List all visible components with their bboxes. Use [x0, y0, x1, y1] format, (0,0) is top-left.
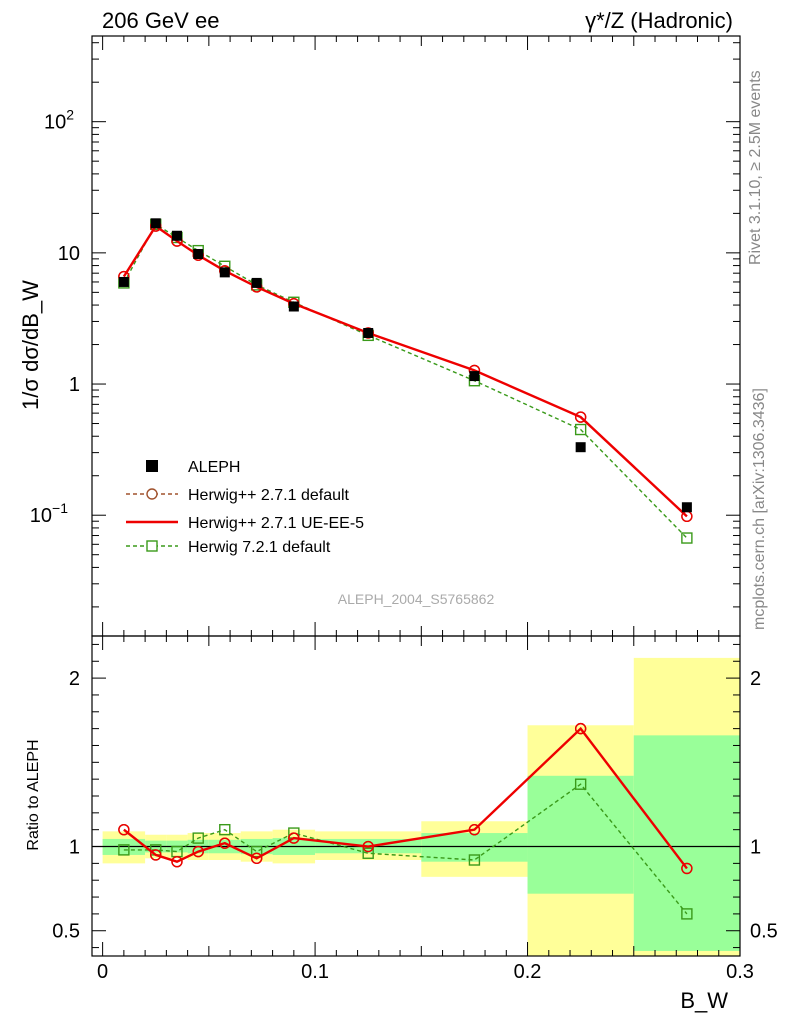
header-right: γ*/Z (Hadronic): [585, 8, 733, 33]
header-left: 206 GeV ee: [102, 8, 219, 33]
ratio-y-tick-label-left: 2: [69, 668, 80, 690]
ratio-y-tick-label-right: 2: [750, 668, 761, 690]
axes: 0 0.1 0.2 0.3 10−1 1 10 102 0.5 0.5 1 1 2 2: [30, 35, 778, 983]
point-aleph: [469, 371, 480, 382]
point-aleph: [219, 267, 230, 278]
point-herwig-default: [574, 722, 587, 735]
point-herwig7: [681, 908, 693, 920]
rivet-label: Rivet 3.1.10, ≥ 2.5M events: [747, 70, 764, 265]
green-band-bin: [527, 775, 634, 894]
y-tick-label: 102: [44, 107, 74, 134]
ratio-y-tick-label-right: 1: [750, 837, 761, 859]
point-herwig-default: [150, 849, 162, 861]
point-aleph: [171, 230, 182, 241]
ratio-y-tick-label-left: 1: [69, 837, 80, 859]
xlabel: B_W: [680, 988, 728, 1013]
legend-entry-label: ALEPH: [188, 459, 240, 476]
point-herwig-default: [171, 855, 183, 868]
x-tick-label: 0.3: [726, 961, 754, 983]
legend-entry-label: Herwig++ 2.7.1 UE-EE-5: [188, 515, 364, 532]
point-aleph: [193, 249, 204, 260]
point-herwig-default: [118, 823, 130, 836]
point-herwig7: [362, 847, 374, 859]
legend: ALEPH Herwig++ 2.7.1 default Herwig++ 2.7.…: [126, 459, 364, 556]
y-tick-label: 1: [69, 374, 80, 396]
ratio-y-tick-label-right: 0.5: [750, 921, 778, 943]
point-aleph: [251, 277, 262, 288]
ratio-y-tick-label-left: 0.5: [52, 921, 80, 943]
legend-marker-aleph: [146, 460, 158, 472]
point-herwig-default: [574, 411, 587, 423]
point-herwig7: [681, 532, 693, 544]
legend-entry-label: Herwig++ 2.7.1 default: [188, 487, 350, 504]
legend-marker-herwig-default: [146, 488, 158, 500]
point-aleph: [118, 276, 129, 287]
ratio-line-herwig7: [123, 783, 688, 915]
point-herwig7: [250, 845, 263, 858]
main-ylabel: 1/σ dσ/dB_W: [18, 280, 43, 410]
point-aleph: [363, 327, 374, 338]
point-aleph: [681, 502, 692, 513]
legend-entry-label: Herwig 7.2.1 default: [188, 539, 331, 556]
point-herwig-default: [250, 852, 263, 865]
point-herwig-default: [288, 832, 300, 844]
analysis-watermark: ALEPH_2004_S5765862: [338, 591, 495, 607]
x-tick-label: 0: [97, 961, 108, 983]
ratio-series-marks: [118, 722, 693, 920]
y-tick-label: 10−1: [30, 500, 68, 527]
point-herwig7: [468, 854, 481, 866]
point-herwig7: [118, 844, 130, 856]
point-herwig-default: [219, 837, 231, 849]
x-tick-label: 0.1: [301, 961, 329, 983]
y-tick-exponent: 2: [66, 107, 74, 123]
ratio-ylabel: Ratio to ALEPH: [25, 739, 42, 850]
point-herwig7: [219, 823, 231, 836]
ratio-line-herwig-ueee5: [123, 726, 688, 870]
point-herwig7: [192, 832, 204, 844]
point-herwig7: [574, 423, 587, 436]
y-tick-exponent: −1: [52, 500, 68, 516]
legend-marker-herwig7: [146, 540, 158, 552]
point-herwig-default: [362, 840, 374, 853]
point-herwig-default: [468, 823, 481, 836]
point-herwig7: [574, 778, 587, 790]
point-aleph: [150, 218, 161, 229]
point-aleph: [575, 442, 586, 453]
point-herwig-default: [192, 845, 204, 858]
y-tick-label: 10: [58, 243, 80, 265]
green-band-bin: [633, 735, 740, 951]
point-aleph: [288, 301, 299, 312]
mcplots-label: mcplots.cern.ch [arXiv:1306.3436]: [751, 388, 768, 630]
x-tick-label: 0.2: [514, 961, 542, 983]
green-band-bin: [421, 833, 528, 862]
ratio-uncertainty-bands: [92, 657, 740, 956]
main-series-marks: [118, 218, 693, 544]
point-herwig-default: [681, 862, 693, 875]
